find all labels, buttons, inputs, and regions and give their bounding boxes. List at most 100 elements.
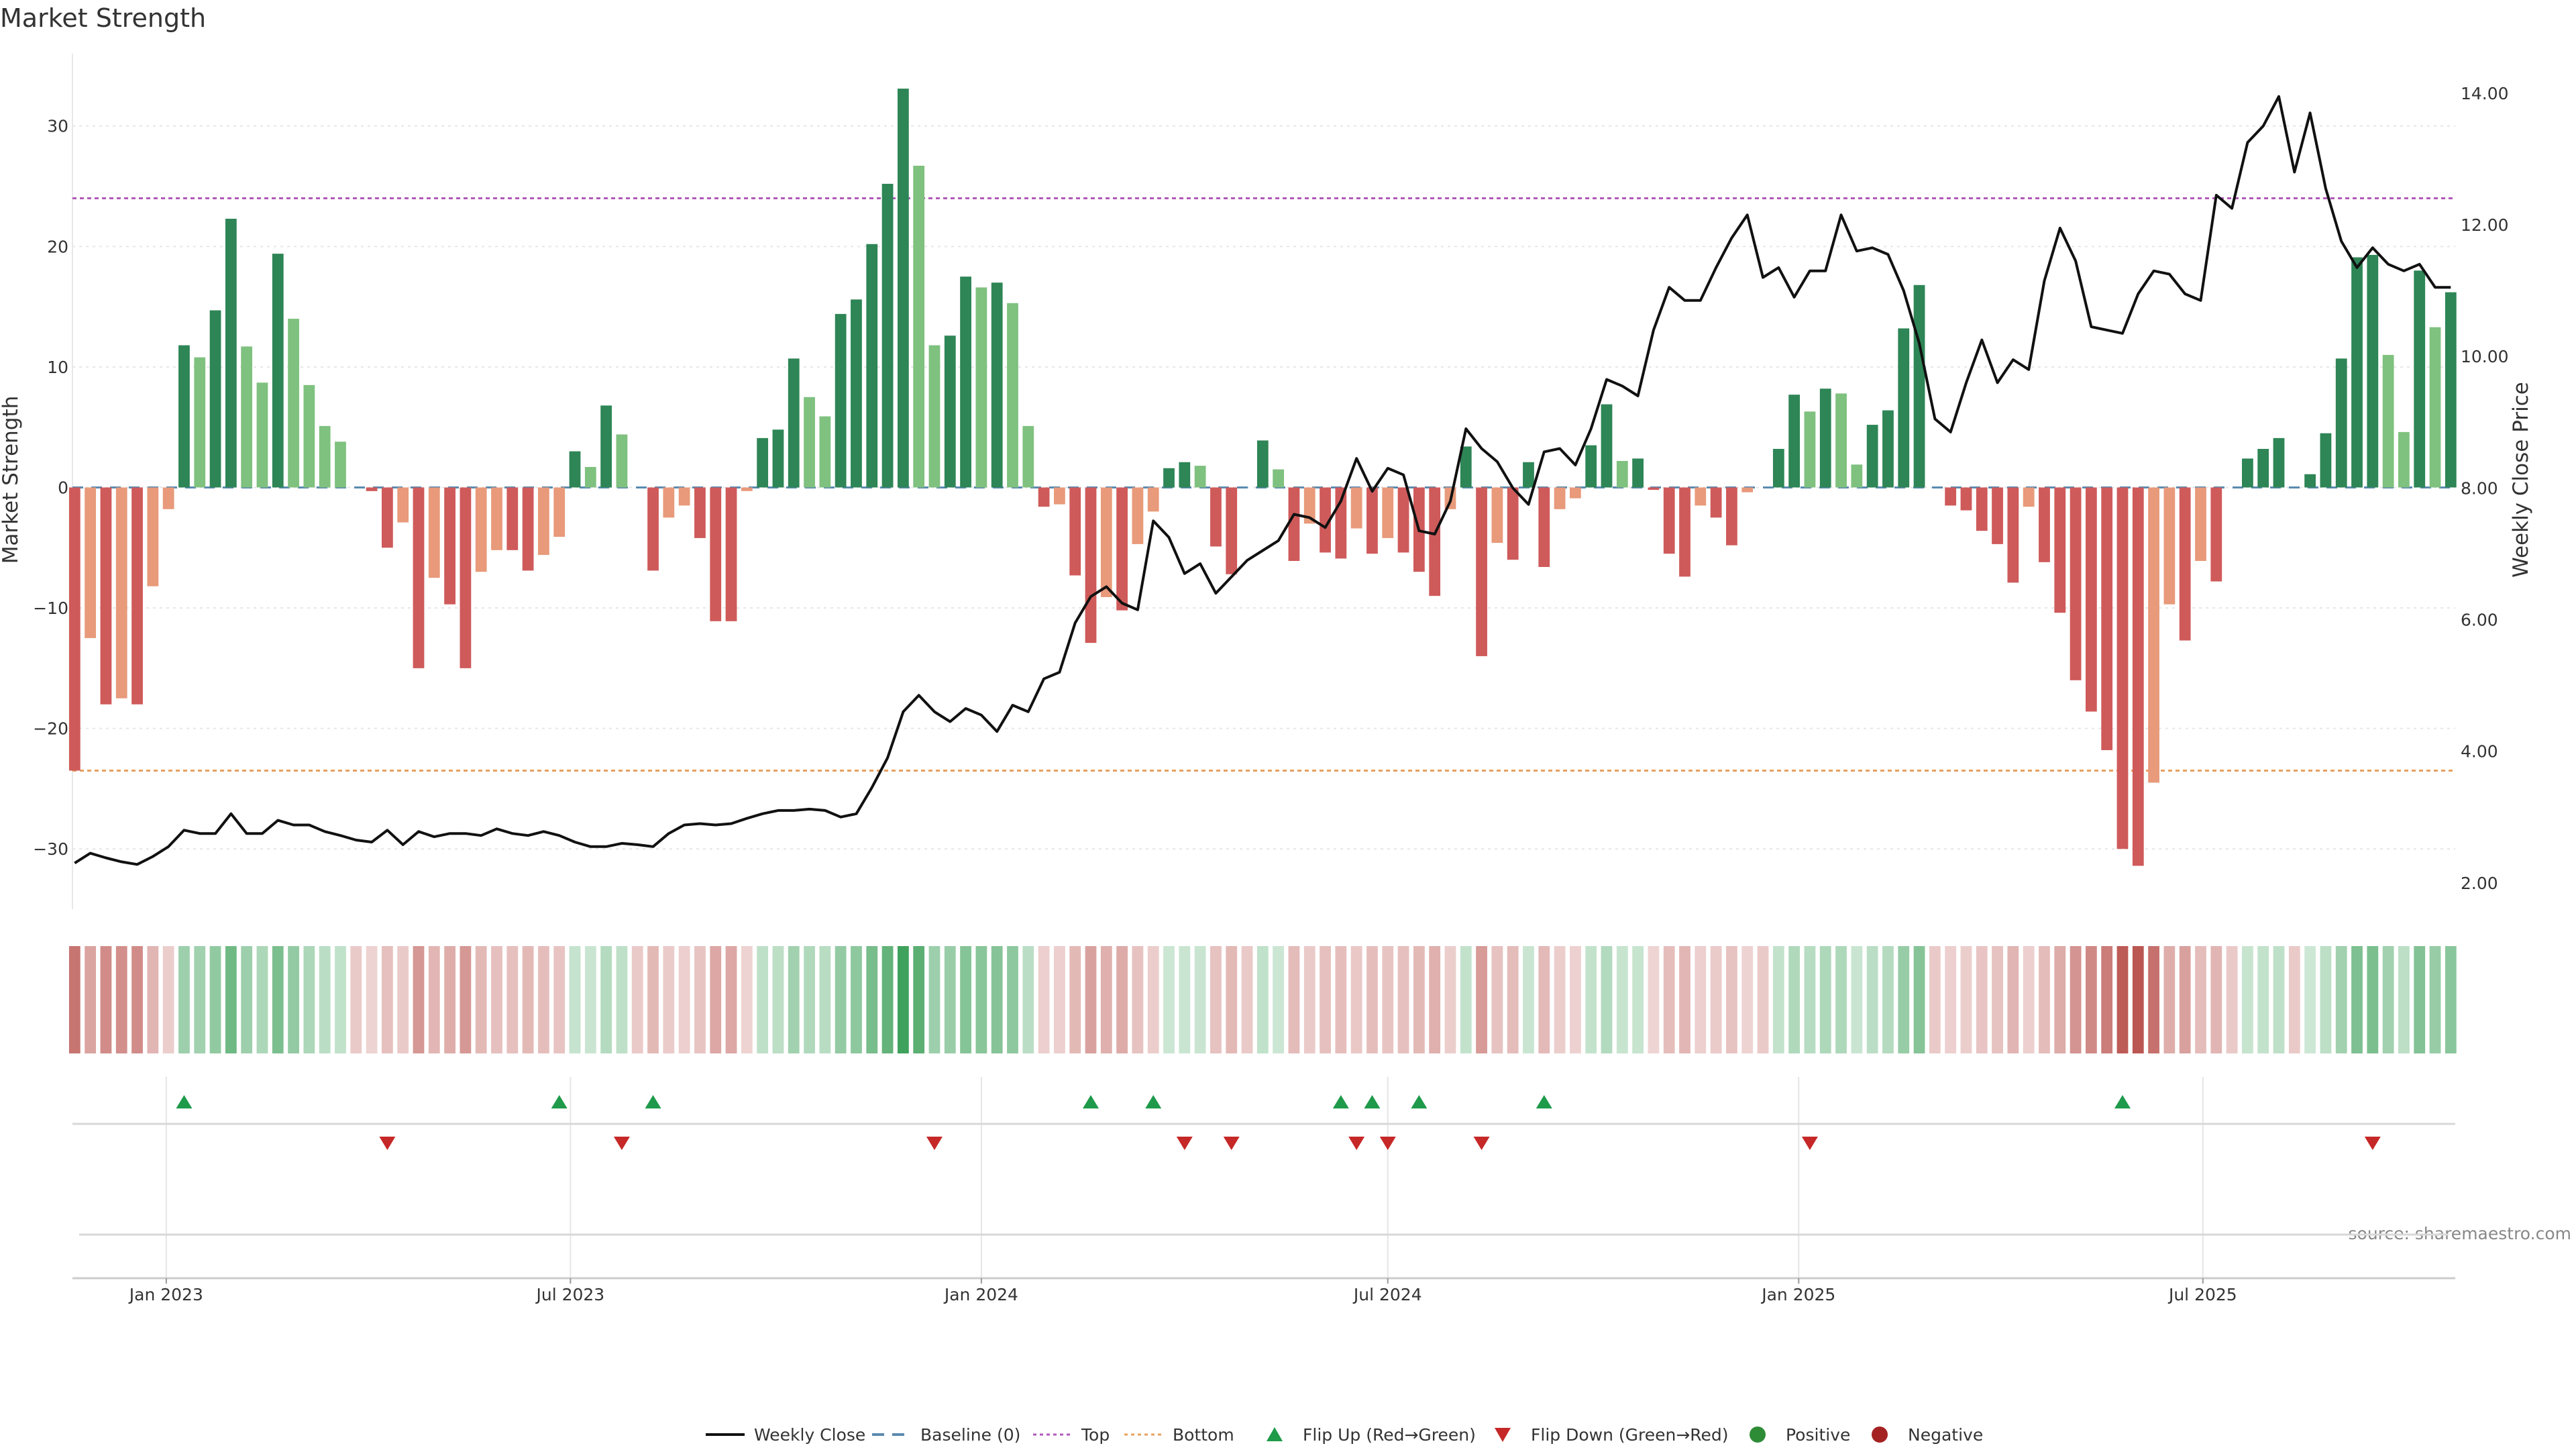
- strip-cell: [553, 946, 566, 1053]
- x-axis: Jan 2023 Jul 2023 Jan 2024 Jul 2024 Jan 2025…: [72, 1277, 2455, 1304]
- strip-cell: [975, 946, 987, 1053]
- strip-cell: [772, 946, 784, 1053]
- strength-bar: [1429, 487, 1441, 597]
- strength-bar: [819, 416, 831, 488]
- strip-cell: [1429, 946, 1441, 1053]
- strength-bar: [851, 299, 862, 488]
- strip-cell: [288, 946, 299, 1053]
- strip-cell: [584, 946, 596, 1053]
- strength-bar: [2273, 437, 2285, 488]
- x-tick-label: Jul 2023: [535, 1285, 604, 1304]
- strength-bar: [1303, 487, 1316, 524]
- strip-cell: [1538, 946, 1550, 1053]
- strength-bar: [960, 276, 971, 488]
- strength-bar: [1866, 425, 1878, 488]
- strength-bar: [1585, 445, 1597, 488]
- strength-bar: [1116, 487, 1128, 611]
- strip-cell: [851, 946, 862, 1053]
- left-axis-ticks: −30 −20 −10 0 10 20 30: [33, 117, 68, 859]
- strip-cell: [600, 946, 612, 1053]
- legend-label: Positive: [1786, 1425, 1850, 1445]
- strip-cell: [2398, 946, 2410, 1053]
- left-tick-label: 0: [58, 478, 68, 497]
- strip-cell: [1054, 946, 1065, 1053]
- flip-down-marker: [2364, 1137, 2381, 1150]
- strength-bar: [2039, 487, 2050, 562]
- strength-bar: [162, 487, 174, 509]
- legend-label: Weekly Close: [754, 1425, 865, 1445]
- strength-bar: [272, 254, 284, 488]
- strip-cell: [1460, 946, 1472, 1053]
- flip-markers: [176, 1095, 2381, 1150]
- strength-bar: [1648, 487, 1660, 490]
- right-axis-label: Weekly Close Price: [2509, 382, 2533, 578]
- strength-bar: [1382, 487, 1394, 538]
- strength-bar: [553, 487, 566, 537]
- strength-bar: [1741, 487, 1754, 492]
- strength-bar: [506, 487, 519, 550]
- strip-cell: [2226, 946, 2238, 1053]
- strip-cell: [1241, 946, 1253, 1053]
- strip-cell: [1929, 946, 1941, 1053]
- strength-bar: [1038, 487, 1050, 507]
- strength-bar: [569, 451, 581, 488]
- strip-cell: [147, 946, 159, 1053]
- strength-bar: [1554, 487, 1566, 509]
- strength-bar: [678, 487, 690, 506]
- strip-cell: [2320, 946, 2332, 1053]
- weekly-close-path: [74, 95, 2451, 866]
- strip-cell: [1554, 946, 1566, 1053]
- strip-cell: [350, 946, 362, 1053]
- strip-cell: [131, 946, 143, 1053]
- strength-bar: [881, 183, 894, 488]
- strength-bar: [147, 487, 159, 586]
- flip-down-marker: [1801, 1137, 1818, 1150]
- strip-cell: [2070, 946, 2082, 1053]
- flip-down-marker: [926, 1137, 943, 1150]
- strength-bar: [522, 487, 534, 571]
- strip-cell: [366, 946, 378, 1053]
- strength-bar: [538, 487, 549, 556]
- strip-cell: [804, 946, 815, 1053]
- strip-cell: [522, 946, 534, 1053]
- strip-cell: [2335, 946, 2347, 1053]
- strip-cell: [1382, 946, 1394, 1053]
- strength-bar: [381, 487, 393, 548]
- strength-bar: [2304, 474, 2316, 488]
- strip-cell: [2163, 946, 2176, 1053]
- strip-cell: [1945, 946, 1957, 1053]
- strip-cell: [1256, 946, 1269, 1053]
- strength-bar: [319, 425, 331, 488]
- strip-cell: [1585, 946, 1597, 1053]
- strip-cell: [1772, 946, 1784, 1053]
- strength-bar: [1226, 487, 1238, 574]
- strip-cell: [241, 946, 253, 1053]
- legend-label: Baseline (0): [920, 1425, 1020, 1445]
- strip-cell: [1413, 946, 1425, 1053]
- strip-cell: [115, 946, 127, 1053]
- grid-lines: [72, 54, 2455, 1278]
- strength-bar: [1538, 487, 1550, 567]
- strip-cell: [1898, 946, 1910, 1053]
- strip-cell: [2257, 946, 2269, 1053]
- strip-cell: [1100, 946, 1112, 1053]
- legend-swatch: [1495, 1428, 1511, 1442]
- strip-cell: [725, 946, 737, 1053]
- strip-cell: [100, 946, 112, 1053]
- strip-cell: [1085, 946, 1097, 1053]
- strip-cell: [1397, 946, 1409, 1053]
- strip-cell: [2351, 946, 2363, 1053]
- strip-cell: [1913, 946, 1925, 1053]
- strip-cell: [1663, 946, 1675, 1053]
- strip-cell: [1757, 946, 1769, 1053]
- strip-cell: [1163, 946, 1175, 1053]
- strength-bar: [1132, 487, 1144, 544]
- strip-cell: [2023, 946, 2035, 1053]
- strip-cell: [1116, 946, 1128, 1053]
- strength-bar: [256, 382, 268, 488]
- strip-cell: [1226, 946, 1238, 1053]
- strip-cell: [2414, 946, 2426, 1053]
- x-tick-label: Jul 2024: [1352, 1285, 1422, 1304]
- right-tick-label: 14.00: [2461, 84, 2509, 103]
